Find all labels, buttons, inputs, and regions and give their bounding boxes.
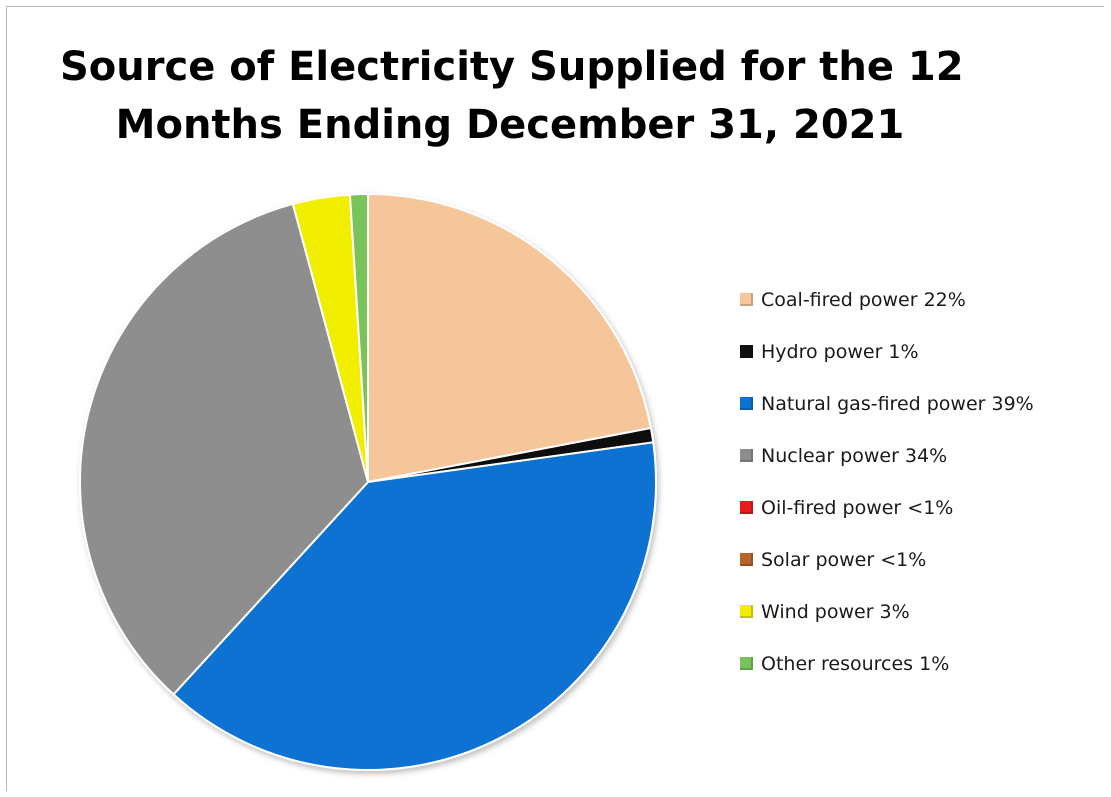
- legend-swatch: [740, 501, 753, 514]
- legend-swatch: [740, 605, 753, 618]
- chart-title-line-1: Source of Electricity Supplied for the 1…: [60, 44, 964, 90]
- pie-slice-0: [367, 193, 652, 483]
- legend-swatch: [740, 657, 753, 670]
- legend-label: Solar power <1%: [761, 548, 927, 571]
- legend-label: Nuclear power 34%: [761, 444, 948, 467]
- chart-title: Source of Electricity Supplied for the 1…: [60, 38, 964, 154]
- chart-title-line-2: Months Ending December 31, 2021: [115, 102, 905, 148]
- legend-swatch: [740, 397, 753, 410]
- legend-swatch: [740, 293, 753, 306]
- legend-swatch: [740, 345, 753, 358]
- legend-item: Hydro power 1%: [740, 337, 1034, 366]
- legend-label: Wind power 3%: [761, 600, 910, 623]
- legend-label: Hydro power 1%: [761, 340, 919, 363]
- legend-item: Solar power <1%: [740, 545, 1034, 574]
- pie-slice-2: [172, 441, 657, 771]
- legend-label: Coal-fired power 22%: [761, 288, 966, 311]
- legend-label: Oil-fired power <1%: [761, 496, 954, 519]
- chart-legend: Coal-fired power 22% Hydro power 1% Natura…: [740, 285, 1034, 701]
- legend-item: Oil-fired power <1%: [740, 493, 1034, 522]
- legend-label: Other resources 1%: [761, 652, 950, 675]
- legend-label: Natural gas-fired power 39%: [761, 392, 1034, 415]
- legend-item: Nuclear power 34%: [740, 441, 1034, 470]
- legend-item: Other resources 1%: [740, 649, 1034, 678]
- legend-item: Natural gas-fired power 39%: [740, 389, 1034, 418]
- legend-swatch: [740, 449, 753, 462]
- legend-item: Coal-fired power 22%: [740, 285, 1034, 314]
- pie-slice-3: [79, 202, 369, 696]
- pie-slice-7: [348, 193, 369, 483]
- legend-swatch: [740, 553, 753, 566]
- legend-item: Wind power 3%: [740, 597, 1034, 626]
